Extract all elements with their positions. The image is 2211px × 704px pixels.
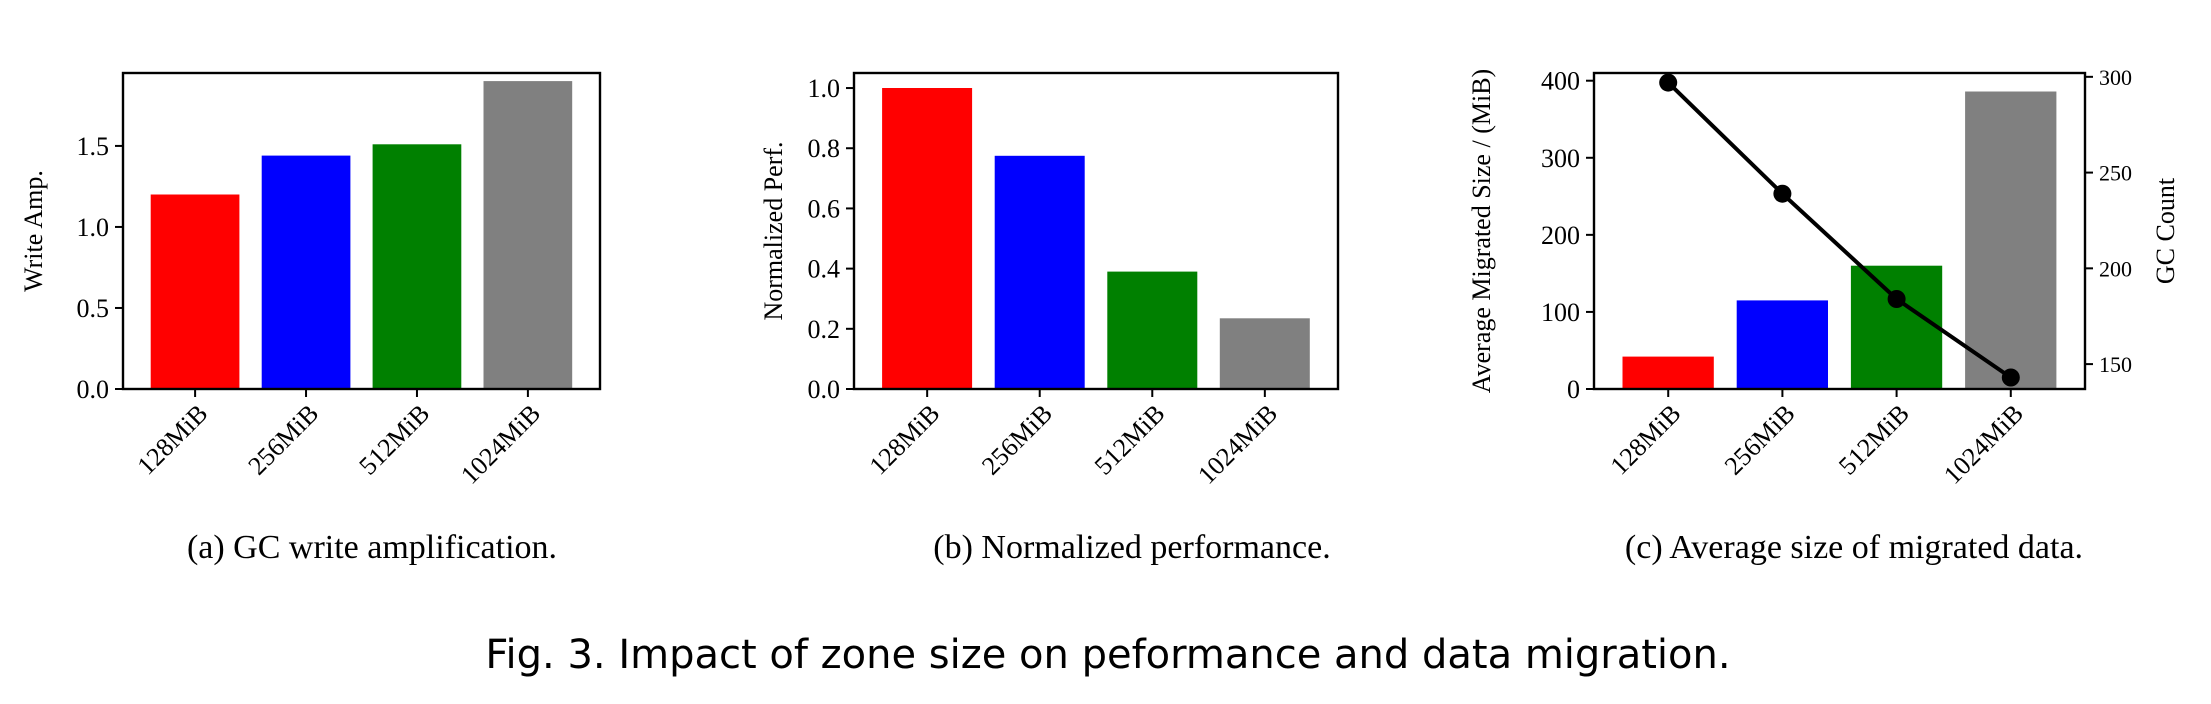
y-tick-label: 1.0 [77, 213, 110, 242]
x-tick-label: 256MiB [242, 399, 324, 481]
caption-c: (c) Average size of migrated data. [1625, 529, 2083, 566]
y-tick-label: 0.0 [808, 375, 841, 404]
y-tick-label: 0.8 [808, 134, 841, 163]
chart-migrated-size: 0 100 200 300 400 128MiB 256MiB 512MiB 1024MiB Av… [1467, 65, 2180, 490]
x-tick-label: 512MiB [1089, 399, 1171, 481]
y-tick-label: 0.6 [808, 194, 841, 223]
axes-frame [121, 71, 602, 391]
bar-128MiB [150, 194, 240, 389]
gc-count-line [1666, 81, 2012, 380]
y2-tick-label: 150 [2099, 352, 2132, 377]
caption-b: (b) Normalized performance. [933, 529, 1330, 566]
bar-512MiB [1107, 271, 1198, 389]
gc-count-point-128MiB [1659, 73, 1678, 92]
bar-128MiB [882, 88, 973, 389]
gc-count-point-512MiB [1887, 290, 1906, 308]
bar-1024MiB [1965, 91, 2057, 389]
x-tick-label: 512MiB [1833, 399, 1915, 481]
x-tick-label: 256MiB [1719, 399, 1801, 481]
y2-tick-label: 300 [2099, 65, 2132, 90]
axes-frame [852, 71, 1340, 391]
bar-1024MiB [483, 81, 573, 389]
x-tick-label: 128MiB [1605, 399, 1687, 481]
x-tick-label: 1024MiB [1192, 399, 1283, 490]
bar-512MiB [372, 144, 462, 389]
bar-512MiB [1850, 265, 1943, 389]
bar-128MiB [1622, 356, 1714, 389]
y-axis-label: Average Migrated Size / (MiB) [1467, 69, 1496, 393]
bar-256MiB [1736, 300, 1828, 389]
caption-a: (a) GC write amplification. [187, 529, 557, 566]
y-tick-label: 0.5 [77, 294, 110, 323]
y-tick-label: 400 [1541, 67, 1580, 96]
gc-count-point-1024MiB [2001, 368, 2020, 387]
x-tick-label: 128MiB [864, 399, 946, 481]
y2-tick-label: 250 [2099, 161, 2132, 186]
gc-count-point-256MiB [1773, 184, 1792, 203]
y2-axis-label: GC Count [2151, 177, 2180, 284]
chart-write-amplification: 0.0 0.5 1.0 1.5 128MiB 256MiB 512MiB 1024MiB Wri… [19, 71, 602, 490]
bar-256MiB [994, 155, 1085, 389]
x-tick-label: 128MiB [132, 399, 214, 481]
y-axis-label: Normalized Perf. [759, 141, 788, 320]
figure-caption: Fig. 3. Impact of zone size on peformanc… [485, 632, 1730, 678]
y-tick-label: 1.0 [808, 74, 841, 103]
x-tick-label: 256MiB [976, 399, 1058, 481]
y-tick-label: 0.4 [808, 255, 841, 284]
chart-normalized-performance: 0.0 0.2 0.4 0.6 0.8 1.0 128MiB 256MiB 512MiB 1024… [759, 71, 1340, 490]
x-tick-label: 512MiB [353, 399, 435, 481]
x-tick-label: 1024MiB [1938, 399, 2029, 490]
bar-1024MiB [1219, 318, 1310, 389]
y-tick-label: 200 [1541, 221, 1580, 250]
y-tick-label: 0.2 [808, 315, 841, 344]
y-axis-label: Write Amp. [19, 170, 48, 292]
bar-256MiB [261, 155, 351, 389]
y-tick-label: 0 [1567, 375, 1580, 404]
y-tick-label: 1.5 [77, 132, 110, 161]
y-tick-label: 300 [1541, 144, 1580, 173]
y-tick-label: 0.0 [77, 375, 110, 404]
y-tick-label: 100 [1541, 298, 1580, 327]
x-tick-label: 1024MiB [455, 399, 546, 490]
y2-tick-label: 200 [2099, 256, 2132, 281]
axes-frame [1592, 71, 2087, 391]
